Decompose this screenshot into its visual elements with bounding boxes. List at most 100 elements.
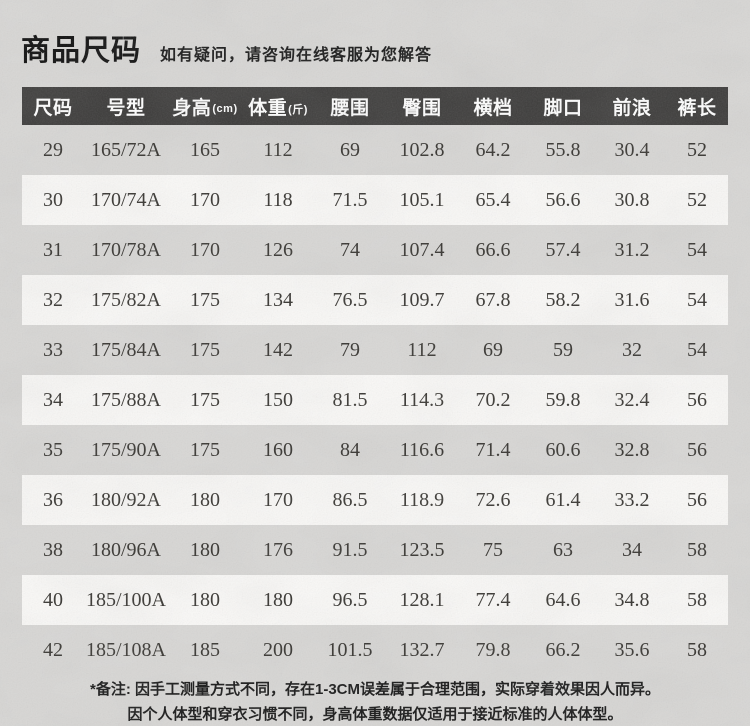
cell-hip: 109.7 [399, 288, 445, 311]
column-header-hip: 臀围 [402, 97, 442, 119]
cell-size: 30 [43, 188, 63, 211]
cell-leg-opening: 57.4 [545, 238, 581, 261]
cell-size: 34 [43, 388, 63, 411]
cell-waist: 69 [340, 138, 360, 161]
cell-model: 185/108A [86, 638, 166, 661]
column-header-pant-length: 裤长 [677, 97, 717, 119]
cell-leg-opening: 59.8 [545, 388, 581, 411]
cell-model: 175/84A [91, 338, 161, 361]
cell-model: 175/88A [91, 388, 161, 411]
cell-hip: 128.1 [399, 588, 445, 611]
note-line-1: *备注: 因手工测量方式不同，存在1-3CM误差属于合理范围，实际穿着效果因人而… [89, 681, 660, 698]
cell-size: 33 [43, 338, 63, 361]
cell-size: 29 [43, 138, 63, 161]
cell-size: 42 [43, 638, 63, 661]
cell-crotch: 64.2 [475, 138, 511, 161]
column-header-model: 号型 [106, 97, 146, 119]
cell-weight: 170 [263, 488, 293, 511]
cell-leg-opening: 59 [553, 338, 573, 361]
cell-pant-length: 58 [687, 538, 707, 561]
cell-hip: 107.4 [399, 238, 445, 261]
cell-hip: 102.8 [399, 138, 445, 161]
cell-height: 185 [190, 638, 220, 661]
cell-leg-opening: 60.6 [545, 438, 581, 461]
cell-pant-length: 58 [687, 588, 707, 611]
cell-weight: 200 [263, 638, 293, 661]
cell-height: 170 [190, 188, 220, 211]
table-row: 29 165/72A 165 112 69 102.8 64.2 55.8 30.4 52 [22, 125, 728, 175]
cell-weight: 126 [263, 238, 293, 261]
cell-hip: 112 [407, 338, 437, 361]
footnotes: *备注: 因手工测量方式不同，存在1-3CM误差属于合理范围，实际穿着效果因人而… [0, 677, 750, 726]
cell-hip: 118.9 [399, 488, 445, 511]
cell-waist: 91.5 [332, 538, 368, 561]
page-subtitle: 如有疑问，请咨询在线客服为您解答 [160, 47, 433, 64]
cell-waist: 74 [340, 238, 360, 261]
cell-weight: 118 [263, 188, 293, 211]
cell-model: 180/92A [91, 488, 161, 511]
cell-size: 32 [43, 288, 63, 311]
cell-waist: 76.5 [332, 288, 368, 311]
cell-front-rise: 34 [622, 538, 642, 561]
size-table: 尺码 号型 身高 (cm) 体重 (斤) 腰围 臀围 横档 脚口 前浪 裤长 29 165/72A 165… [22, 87, 728, 675]
cell-hip: 116.6 [399, 438, 445, 461]
table-row: 40 185/100A 180 180 96.5 128.1 77.4 64.6 34.8 58 [22, 575, 728, 625]
size-table-header: 尺码 号型 身高 (cm) 体重 (斤) 腰围 臀围 横档 脚口 前浪 裤长 [22, 87, 728, 125]
column-header-waist: 腰围 [330, 97, 370, 119]
cell-size: 38 [43, 538, 63, 561]
table-row: 38 180/96A 180 176 91.5 123.5 75 63 34 58 [22, 525, 728, 575]
cell-pant-length: 52 [687, 138, 707, 161]
column-header-height: 身高 (cm) [172, 97, 238, 119]
cell-front-rise: 33.2 [614, 488, 650, 511]
cell-leg-opening: 64.6 [545, 588, 581, 611]
cell-height: 175 [190, 388, 220, 411]
column-header-weight: 体重 (斤) [248, 97, 308, 119]
cell-size: 36 [43, 488, 63, 511]
cell-weight: 160 [263, 438, 293, 461]
cell-pant-length: 56 [687, 388, 707, 411]
cell-size: 40 [43, 588, 63, 611]
table-row: 34 175/88A 175 150 81.5 114.3 70.2 59.8 32.4 56 [22, 375, 728, 425]
cell-pant-length: 54 [687, 288, 707, 311]
cell-waist: 79 [340, 338, 360, 361]
cell-front-rise: 32.4 [614, 388, 650, 411]
cell-size: 31 [43, 238, 63, 261]
cell-hip: 105.1 [399, 188, 445, 211]
cell-height: 165 [190, 138, 220, 161]
cell-crotch: 67.8 [475, 288, 511, 311]
cell-height: 180 [190, 538, 220, 561]
cell-height: 180 [190, 588, 220, 611]
cell-waist: 84 [340, 438, 360, 461]
cell-front-rise: 30.8 [614, 188, 650, 211]
cell-front-rise: 34.8 [614, 588, 650, 611]
table-row: 32 175/82A 175 134 76.5 109.7 67.8 58.2 31.6 54 [22, 275, 728, 325]
note-line-2: 因个人体型和穿衣习惯不同，身高体重数据仅适用于接近标准的人体体型。 [127, 706, 623, 723]
table-row: 42 185/108A 185 200 101.5 132.7 79.8 66.2 35.6 58 [22, 625, 728, 675]
column-unit-weight: (斤) [288, 104, 308, 116]
cell-weight: 134 [263, 288, 293, 311]
cell-leg-opening: 55.8 [545, 138, 581, 161]
cell-hip: 132.7 [399, 638, 445, 661]
cell-model: 185/100A [86, 588, 166, 611]
size-table-body: 29 165/72A 165 112 69 102.8 64.2 55.8 30.4 52 30 17… [22, 125, 728, 675]
cell-height: 175 [190, 438, 220, 461]
cell-crotch: 77.4 [475, 588, 511, 611]
cell-weight: 142 [263, 338, 293, 361]
title-block: 商品尺码 如有疑问，请咨询在线客服为您解答 [21, 34, 432, 68]
cell-height: 180 [190, 488, 220, 511]
cell-crotch: 65.4 [475, 188, 511, 211]
cell-model: 175/90A [91, 438, 161, 461]
cell-crotch: 66.6 [475, 238, 511, 261]
cell-front-rise: 32 [622, 338, 642, 361]
cell-waist: 101.5 [327, 638, 373, 661]
cell-pant-length: 52 [687, 188, 707, 211]
cell-leg-opening: 63 [553, 538, 573, 561]
cell-pant-length: 56 [687, 488, 707, 511]
cell-model: 170/78A [91, 238, 161, 261]
cell-pant-length: 56 [687, 438, 707, 461]
cell-crotch: 75 [483, 538, 503, 561]
cell-model: 180/96A [91, 538, 161, 561]
column-header-crotch: 横档 [473, 97, 513, 119]
cell-weight: 150 [263, 388, 293, 411]
cell-weight: 180 [263, 588, 293, 611]
